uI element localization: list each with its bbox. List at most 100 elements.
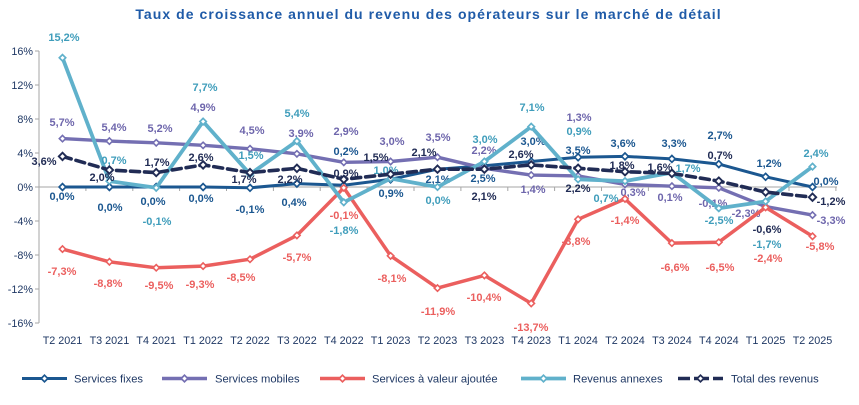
svg-text:T3 2021: T3 2021 — [90, 335, 130, 347]
svg-text:5,4%: 5,4% — [101, 122, 126, 134]
svg-text:3,0%: 3,0% — [472, 134, 497, 146]
svg-text:1,7%: 1,7% — [231, 174, 256, 186]
svg-text:0,9%: 0,9% — [566, 126, 591, 138]
svg-text:T2 2024: T2 2024 — [605, 335, 645, 347]
svg-text:T1 2024: T1 2024 — [558, 335, 598, 347]
svg-text:1,2%: 1,2% — [756, 158, 781, 170]
svg-text:T2 2023: T2 2023 — [418, 335, 458, 347]
svg-text:Taux de croissance annuel du r: Taux de croissance annuel du revenu des … — [135, 6, 721, 22]
svg-text:1,4%: 1,4% — [520, 184, 545, 196]
svg-text:-3,3%: -3,3% — [817, 215, 846, 227]
svg-text:1,5%: 1,5% — [363, 152, 388, 164]
svg-text:2,4%: 2,4% — [803, 148, 828, 160]
svg-text:2,1%: 2,1% — [411, 147, 436, 159]
svg-text:-0,1%: -0,1% — [330, 210, 359, 222]
svg-text:1,7%: 1,7% — [144, 157, 169, 169]
svg-text:3,0%: 3,0% — [379, 136, 404, 148]
svg-text:T3 2022: T3 2022 — [277, 335, 317, 347]
svg-text:T1 2025: T1 2025 — [746, 335, 786, 347]
svg-text:0,0%: 0,0% — [97, 202, 122, 214]
svg-text:0,0%: 0,0% — [49, 191, 74, 203]
svg-text:3,0%: 3,0% — [520, 136, 545, 148]
svg-text:-8%: -8% — [14, 250, 34, 262]
svg-text:-8,8%: -8,8% — [94, 278, 123, 290]
svg-text:3,3%: 3,3% — [661, 138, 686, 150]
svg-text:-4%: -4% — [14, 216, 34, 228]
svg-text:T3 2023: T3 2023 — [465, 335, 505, 347]
svg-text:3,5%: 3,5% — [565, 145, 590, 157]
svg-text:16%: 16% — [11, 46, 33, 58]
svg-text:4,9%: 4,9% — [190, 102, 215, 114]
svg-text:4,5%: 4,5% — [239, 125, 264, 137]
svg-text:T4 2023: T4 2023 — [511, 335, 551, 347]
svg-text:0,9%: 0,9% — [333, 168, 358, 180]
svg-text:0,7%: 0,7% — [101, 155, 126, 167]
svg-text:T2 2022: T2 2022 — [230, 335, 270, 347]
svg-text:T3 2024: T3 2024 — [652, 335, 692, 347]
svg-text:3,5%: 3,5% — [425, 132, 450, 144]
svg-text:Services à valeur ajoutée: Services à valeur ajoutée — [372, 374, 498, 386]
svg-text:1,3%: 1,3% — [566, 112, 591, 124]
svg-text:5,4%: 5,4% — [284, 108, 309, 120]
svg-text:T4 2024: T4 2024 — [699, 335, 739, 347]
svg-text:4%: 4% — [17, 148, 33, 160]
svg-text:T4 2022: T4 2022 — [324, 335, 364, 347]
svg-text:5,2%: 5,2% — [147, 123, 172, 135]
svg-text:1,8%: 1,8% — [609, 160, 634, 172]
svg-text:T1 2022: T1 2022 — [183, 335, 223, 347]
svg-text:T1 2023: T1 2023 — [371, 335, 411, 347]
svg-text:-1,8%: -1,8% — [330, 225, 359, 237]
svg-text:Services fixes: Services fixes — [74, 374, 143, 386]
svg-text:2,2%: 2,2% — [277, 174, 302, 186]
svg-text:1,6%: 1,6% — [647, 162, 672, 174]
svg-text:-8,5%: -8,5% — [227, 272, 256, 284]
svg-text:2,7%: 2,7% — [707, 130, 732, 142]
svg-text:-13,7%: -13,7% — [514, 322, 549, 334]
svg-text:-12%: -12% — [8, 284, 34, 296]
svg-text:-5,8%: -5,8% — [806, 241, 835, 253]
svg-text:0,3%: 0,3% — [620, 187, 645, 199]
svg-text:T2 2021: T2 2021 — [43, 335, 83, 347]
svg-text:-9,5%: -9,5% — [145, 280, 174, 292]
svg-text:5,7%: 5,7% — [49, 117, 74, 129]
svg-text:2,6%: 2,6% — [508, 149, 533, 161]
svg-text:Revenus annexes: Revenus annexes — [573, 374, 663, 386]
svg-text:-6,5%: -6,5% — [706, 262, 735, 274]
svg-text:7,7%: 7,7% — [192, 82, 217, 94]
svg-text:-7,3%: -7,3% — [48, 266, 77, 278]
svg-text:3,6%: 3,6% — [31, 156, 56, 168]
svg-text:Total des revenus: Total des revenus — [731, 374, 819, 386]
svg-text:-8,1%: -8,1% — [378, 273, 407, 285]
svg-text:T2 2025: T2 2025 — [793, 335, 833, 347]
svg-text:-2,4%: -2,4% — [754, 253, 783, 265]
svg-text:2,9%: 2,9% — [333, 126, 358, 138]
svg-text:7,1%: 7,1% — [519, 102, 544, 114]
svg-text:0,9%: 0,9% — [378, 188, 403, 200]
svg-text:-0,1%: -0,1% — [236, 204, 265, 216]
svg-text:2,0%: 2,0% — [89, 172, 114, 184]
svg-text:-0,1%: -0,1% — [143, 216, 172, 228]
svg-text:2,1%: 2,1% — [471, 191, 496, 203]
svg-text:8%: 8% — [17, 114, 33, 126]
svg-text:0,4%: 0,4% — [281, 197, 306, 209]
svg-text:-16%: -16% — [8, 318, 34, 330]
svg-text:2,2%: 2,2% — [565, 183, 590, 195]
svg-text:-6,6%: -6,6% — [661, 262, 690, 274]
svg-text:3,6%: 3,6% — [610, 138, 635, 150]
svg-text:2,6%: 2,6% — [188, 152, 213, 164]
svg-text:Services mobiles: Services mobiles — [215, 374, 300, 386]
svg-text:-1,4%: -1,4% — [611, 215, 640, 227]
svg-text:15,2%: 15,2% — [48, 32, 79, 44]
svg-text:0,0%: 0,0% — [425, 195, 450, 207]
svg-text:0,2%: 0,2% — [333, 146, 358, 158]
svg-text:0,7%: 0,7% — [707, 150, 732, 162]
svg-text:1,7%: 1,7% — [675, 163, 700, 175]
svg-text:-10,4%: -10,4% — [467, 292, 502, 304]
svg-text:2,2%: 2,2% — [471, 145, 496, 157]
svg-text:1,5%: 1,5% — [238, 150, 263, 162]
svg-text:-1,2%: -1,2% — [817, 196, 846, 208]
svg-text:-3,8%: -3,8% — [562, 236, 591, 248]
svg-text:-2,5%: -2,5% — [705, 215, 734, 227]
svg-text:-9,3%: -9,3% — [186, 279, 215, 291]
svg-text:-11,9%: -11,9% — [421, 306, 455, 318]
